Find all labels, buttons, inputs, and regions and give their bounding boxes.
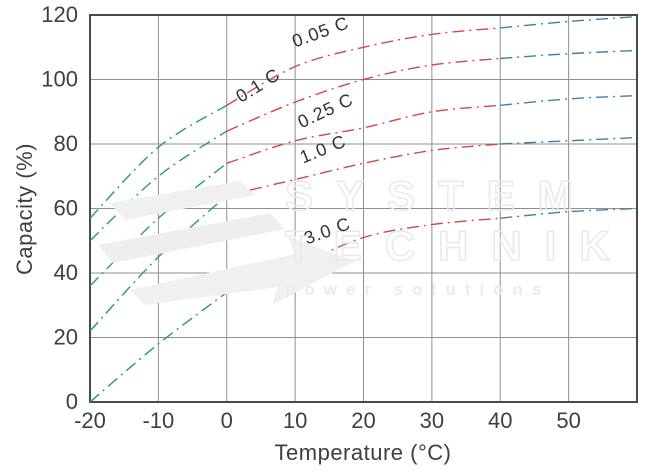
curve-0.25c-hot (500, 94, 638, 106)
y-tick-label: 40 (54, 260, 78, 285)
y-axis-title: Capacity (%) (12, 143, 37, 275)
curve-0.05c-hot (500, 15, 638, 29)
y-tick-label: 20 (54, 325, 78, 350)
x-tick-label: 50 (556, 408, 580, 433)
curve-0.05c-cold (89, 104, 228, 219)
x-tick-label: -10 (142, 408, 174, 433)
curve-0.05c-moderate (226, 27, 501, 106)
curve-3.0c-hot (500, 207, 638, 219)
y-tick-label: 60 (54, 196, 78, 221)
curve-0.1c-moderate (226, 57, 501, 132)
x-tick-label: 40 (488, 408, 512, 433)
x-tick-label: 10 (283, 408, 307, 433)
y-tick-label: 100 (41, 67, 78, 92)
x-tick-label: -20 (74, 408, 106, 433)
y-tick-label: 120 (41, 2, 78, 27)
y-tick-label: 80 (54, 131, 78, 156)
x-tick-label: 0 (221, 408, 233, 433)
y-tick-label: 0 (66, 389, 78, 414)
curve-0.1c-hot (500, 49, 638, 60)
x-tick-label: 30 (420, 408, 444, 433)
x-axis-title: Temperature (°C) (274, 440, 452, 465)
curve-0.25c-moderate (226, 104, 501, 164)
x-tick-label: 20 (351, 408, 375, 433)
curve-1.0c-hot (500, 136, 638, 145)
